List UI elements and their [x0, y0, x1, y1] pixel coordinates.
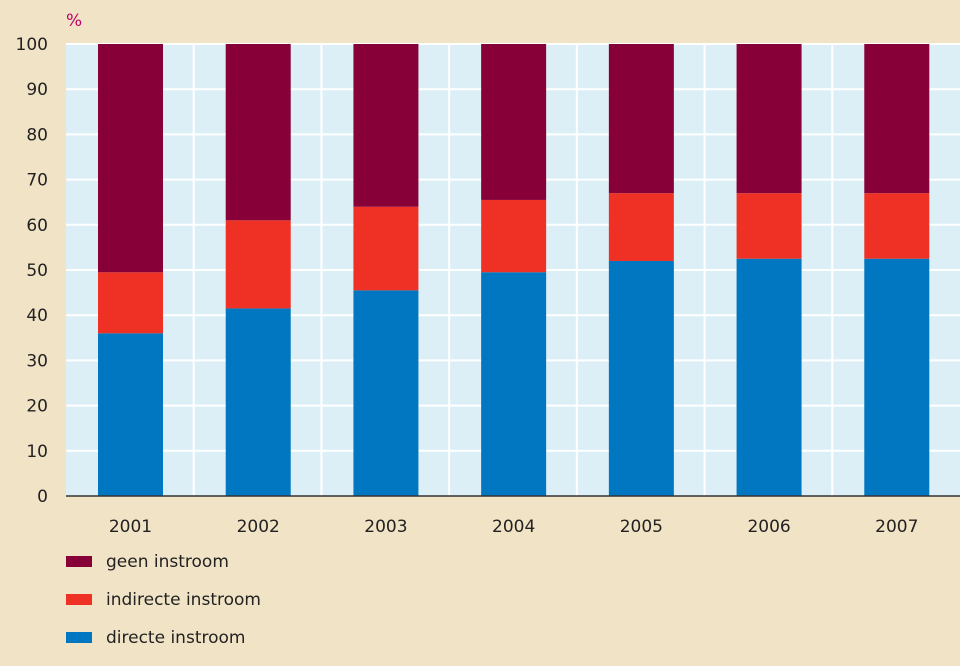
bar-segment: [353, 44, 419, 207]
x-tick-label: 2005: [620, 517, 663, 537]
y-tick-label: 60: [26, 216, 48, 236]
legend-item: indirecte instroom: [66, 589, 261, 610]
y-tick-label: 80: [26, 125, 48, 145]
x-tick-label: 2002: [237, 517, 280, 537]
bar-segment: [608, 260, 674, 496]
legend-label: geen instroom: [106, 551, 229, 572]
legend-item: directe instroom: [66, 627, 261, 648]
bar-segment: [225, 44, 291, 221]
bars: [98, 44, 930, 496]
x-tick-label: 2006: [747, 517, 790, 537]
y-tick-label: 100: [16, 35, 48, 55]
bar-segment: [864, 193, 930, 259]
bar-segment: [98, 272, 163, 334]
y-tick-label: 0: [37, 487, 48, 507]
legend-swatch: [66, 632, 92, 643]
bar-segment: [98, 44, 163, 273]
x-tick-labels: 2001 2002 2003 2004 2005 2006 2007: [109, 517, 919, 537]
bar-segment: [736, 44, 802, 194]
legend-item: geen instroom: [66, 551, 261, 572]
bar-segment: [353, 290, 419, 496]
bar-segment: [481, 272, 547, 496]
bar-segment: [481, 199, 547, 273]
bar-segment: [736, 193, 802, 259]
bar-segment: [353, 206, 419, 291]
x-tick-label: 2004: [492, 517, 535, 537]
legend-swatch: [66, 556, 92, 567]
bar-segment: [481, 44, 547, 200]
y-tick-label: 70: [26, 171, 48, 191]
bar-segment: [225, 220, 291, 309]
y-tick-labels: 0 10 20 30 40 50 60 70 80 90 100: [16, 35, 48, 507]
y-tick-label: 20: [26, 397, 48, 417]
x-tick-label: 2007: [875, 517, 918, 537]
bar-segment: [736, 258, 802, 496]
bar-segment: [608, 44, 674, 194]
bar-segment: [98, 333, 163, 496]
legend: geen instroom indirecte instroom directe i…: [66, 552, 261, 666]
chart: 0 10 20 30 40 50 60 70 80 90 100 2001 2002 2003 2004 2…: [16, 11, 960, 648]
y-tick-label: 40: [26, 306, 48, 326]
bar-segment: [864, 258, 930, 496]
legend-label: directe instroom: [106, 627, 246, 648]
y-unit-label: %: [66, 11, 82, 31]
bar-segment: [225, 308, 291, 496]
x-tick-label: 2001: [109, 517, 152, 537]
legend-label: indirecte instroom: [106, 589, 261, 610]
bar-segment: [864, 44, 930, 194]
y-tick-label: 50: [26, 261, 48, 281]
legend-swatch: [66, 594, 92, 605]
bar-segment: [608, 193, 674, 261]
y-tick-label: 30: [26, 351, 48, 371]
x-tick-label: 2003: [364, 517, 407, 537]
y-tick-label: 10: [26, 442, 48, 462]
y-tick-label: 90: [26, 80, 48, 100]
